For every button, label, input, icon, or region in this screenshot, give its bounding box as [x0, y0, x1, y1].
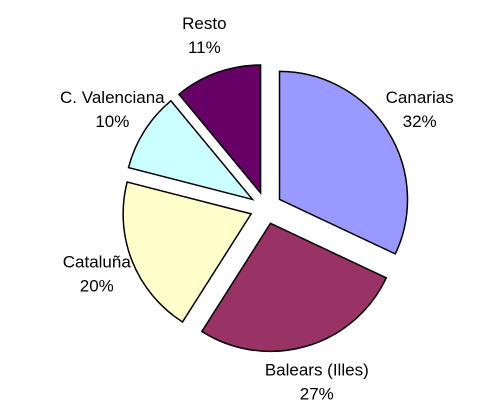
- pie-slice: [127, 99, 255, 201]
- pie-slice: [200, 222, 388, 353]
- pie-slice: [278, 70, 409, 255]
- slice-value-label: 20%: [80, 276, 114, 295]
- slice-label: Cataluña: [63, 252, 132, 271]
- slice-value-label: 11%: [188, 38, 221, 57]
- slice-value-label: 10%: [95, 112, 129, 131]
- slice-value-label: 27%: [300, 384, 334, 403]
- slice-label: Canarias: [386, 88, 454, 107]
- slice-value-label: 32%: [403, 112, 437, 131]
- pie-slice: [122, 181, 253, 323]
- slice-label: C. Valenciana: [60, 88, 165, 107]
- slice-label: Resto: [182, 14, 226, 33]
- slice-label: Balears (Illes): [265, 360, 369, 379]
- pie-slice: [177, 64, 262, 196]
